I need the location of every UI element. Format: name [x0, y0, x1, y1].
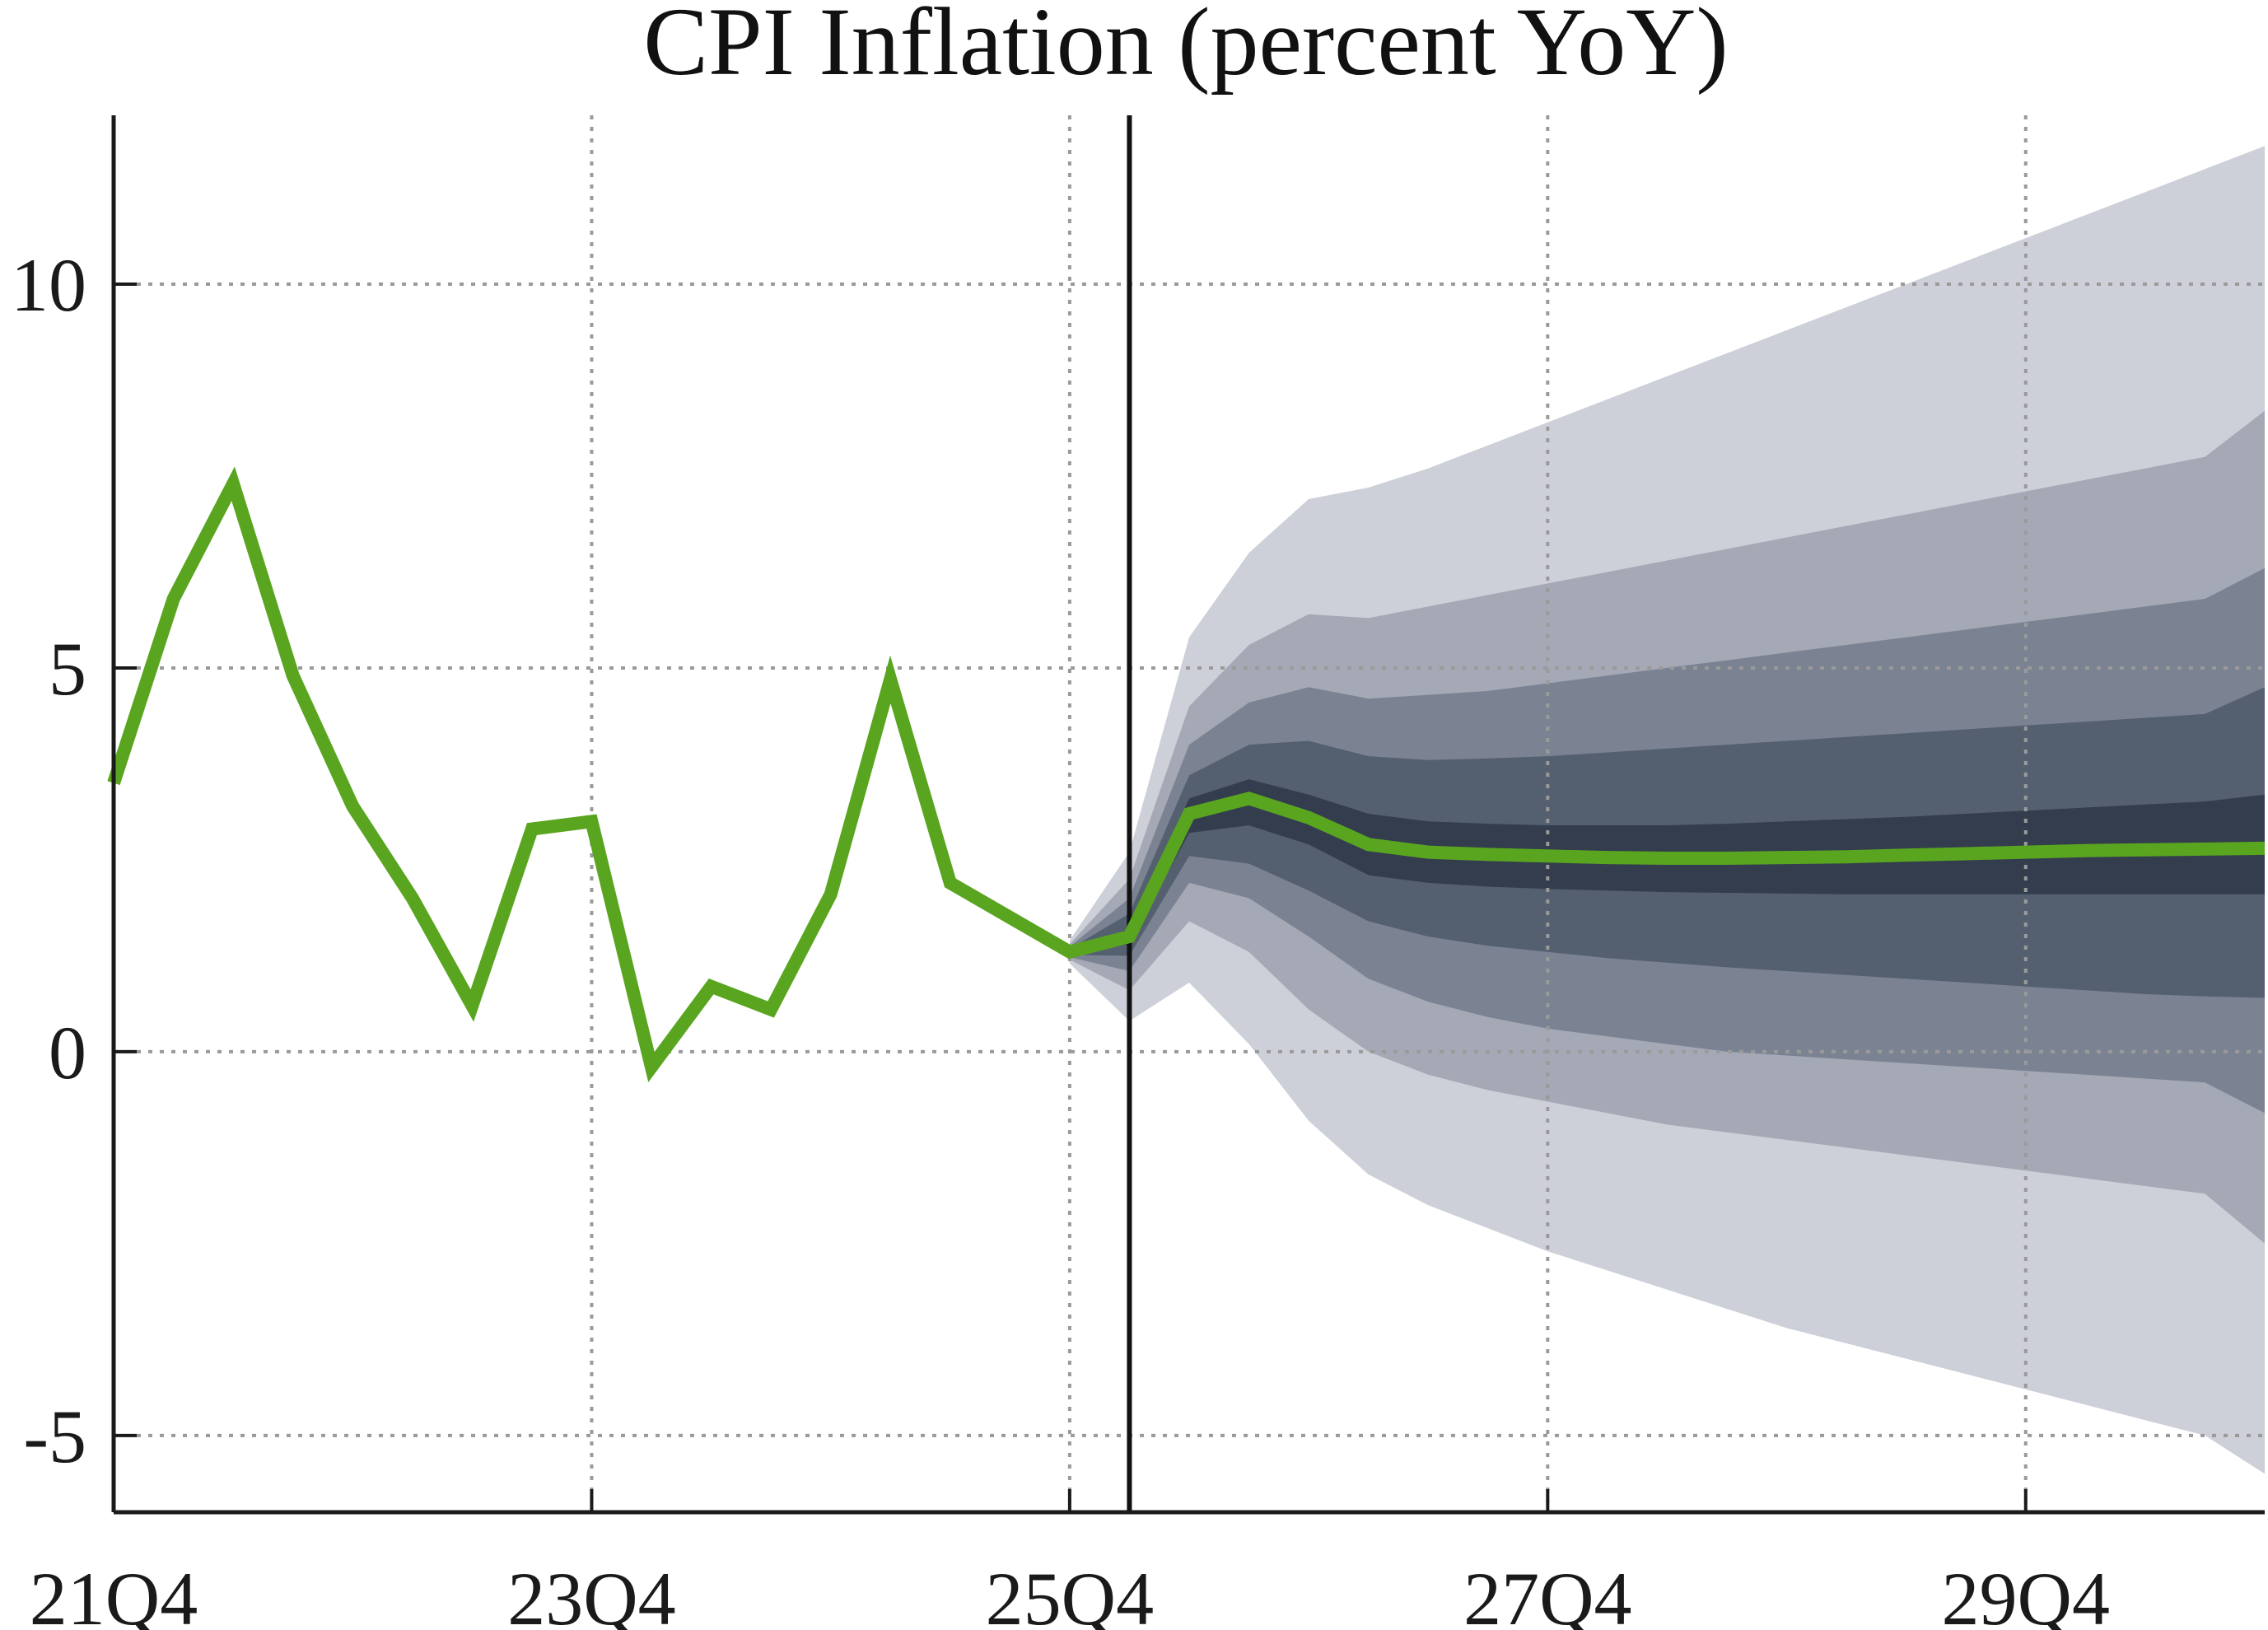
y-tick-label: -5 [23, 1394, 86, 1478]
y-tick-label: 5 [49, 627, 86, 711]
x-tick-label: 25Q4 [986, 1557, 1154, 1630]
x-tick-label: 27Q4 [1463, 1557, 1631, 1630]
chart-title: CPI Inflation (percent YoY) [643, 0, 1728, 96]
series-line-cpi-inflation [107, 466, 2266, 1082]
y-tick-label: 10 [11, 243, 86, 327]
x-tick-label: 23Q4 [507, 1557, 675, 1630]
x-tick-label: 29Q4 [1942, 1557, 2110, 1630]
x-tick-label: 21Q4 [30, 1557, 198, 1630]
series-layer [107, 115, 2266, 1512]
fan-bands [1069, 146, 2265, 1474]
axes [111, 115, 2265, 1515]
y-tick-label: 0 [49, 1011, 86, 1095]
fan-band-inner [1069, 779, 2265, 954]
tick-labels: -5 0 5 10 21Q4 23Q4 25Q4 27Q4 29Q4 [11, 243, 2110, 1630]
